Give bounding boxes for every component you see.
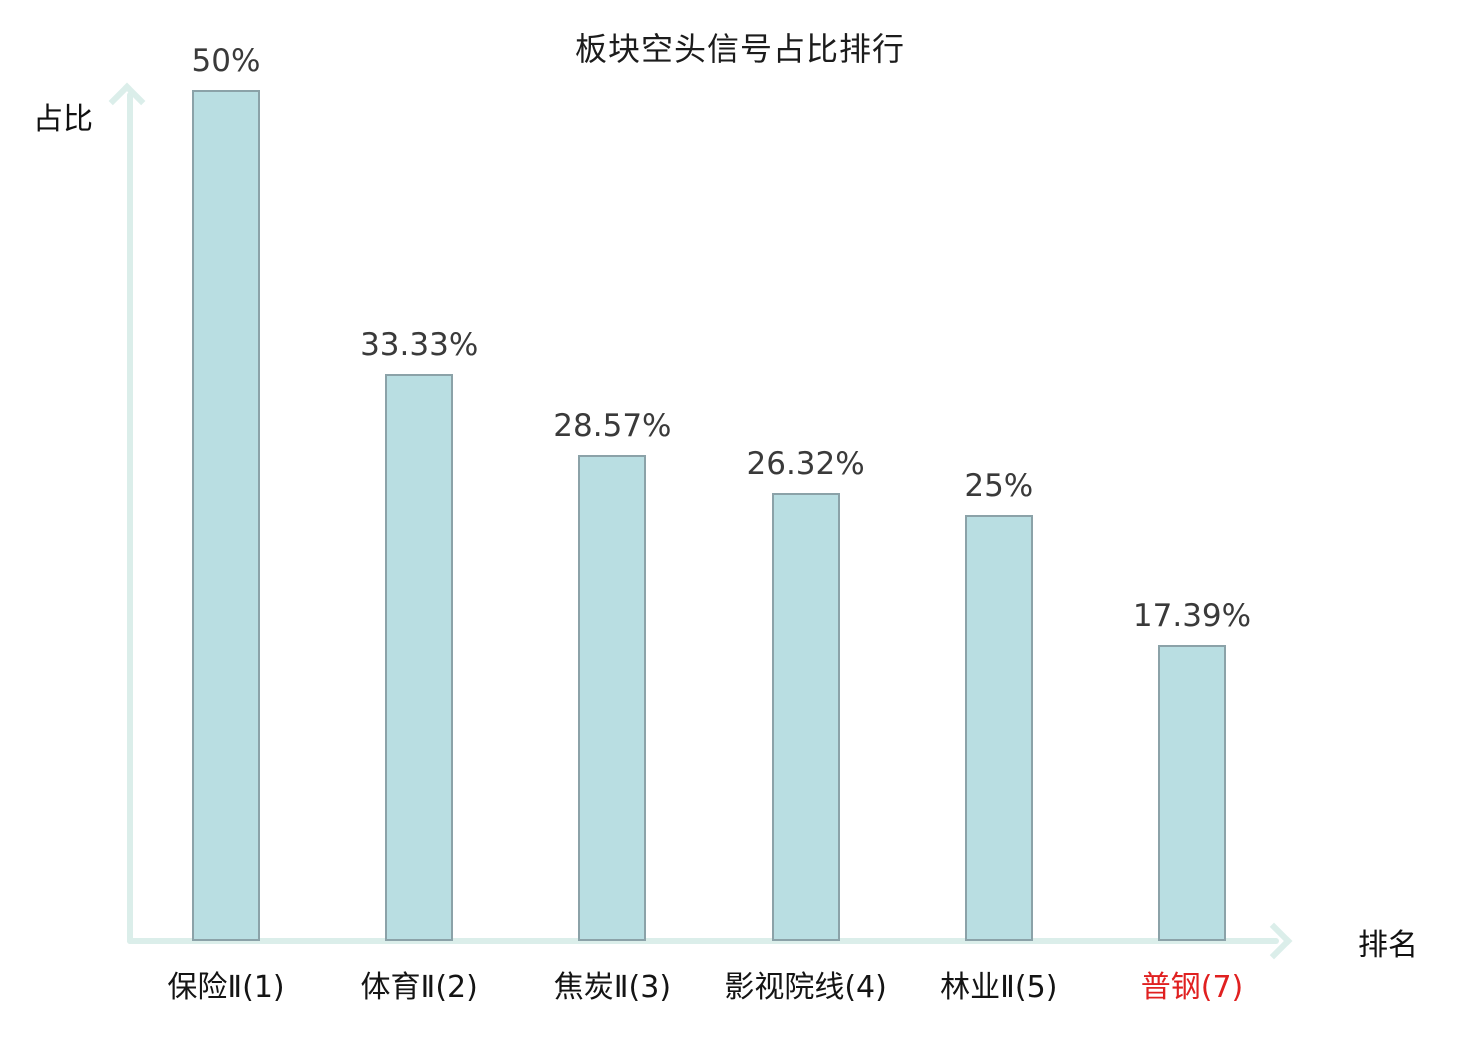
bar-value-label: 50% xyxy=(191,43,261,79)
bar xyxy=(964,515,1033,941)
bar xyxy=(1158,645,1226,941)
x-axis-line xyxy=(127,938,1279,944)
x-axis-label: 排名 xyxy=(1358,928,1418,963)
category-label: 体育Ⅱ(2) xyxy=(360,970,478,1005)
bar-value-label: 33.33% xyxy=(360,327,479,363)
category-label: 影视院线(4) xyxy=(724,970,887,1005)
bar-value-label: 17.39% xyxy=(1132,598,1252,634)
bar xyxy=(771,493,840,941)
y-axis-label: 占比 xyxy=(33,102,93,137)
bar xyxy=(192,90,260,941)
bar-value-label: 28.57% xyxy=(553,408,672,444)
y-axis-arrow-icon xyxy=(108,82,146,120)
category-label: 普钢(7) xyxy=(1140,970,1244,1005)
bar-value-label: 25% xyxy=(964,468,1034,504)
bar xyxy=(385,374,454,941)
bar-value-label: 26.32% xyxy=(746,446,865,482)
bar xyxy=(578,455,647,941)
category-label: 焦炭Ⅱ(3) xyxy=(553,970,672,1005)
x-axis-arrow-icon xyxy=(1255,922,1293,960)
category-label: 林业Ⅱ(5) xyxy=(940,970,1058,1005)
chart-title: 板块空头信号占比排行 xyxy=(574,30,905,68)
y-axis-line xyxy=(127,92,133,944)
category-label: 保险Ⅱ(1) xyxy=(167,970,285,1005)
